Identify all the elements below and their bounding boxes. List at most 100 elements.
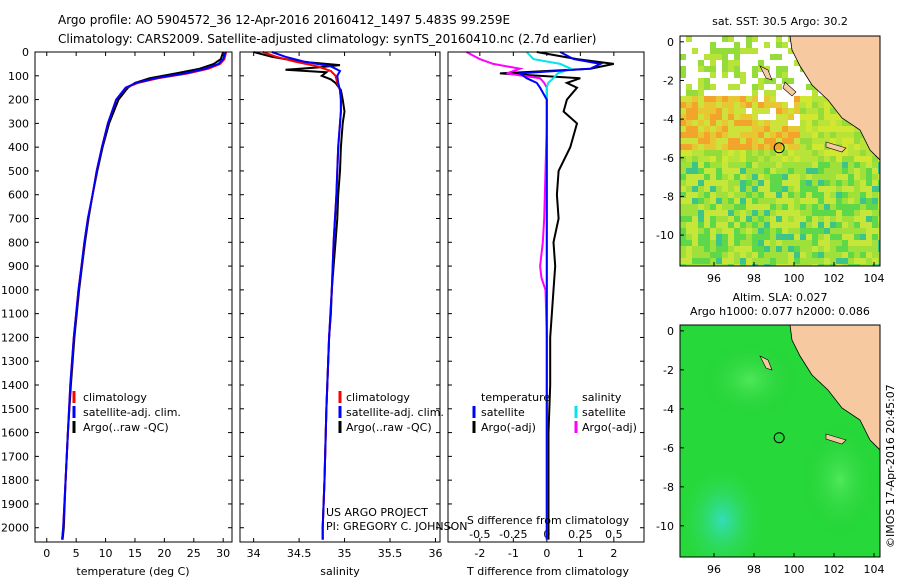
y-tick-label: 2000 xyxy=(1,522,29,535)
sst-cell xyxy=(680,186,686,192)
sst-cell xyxy=(878,228,880,234)
sst-cell xyxy=(812,90,818,96)
series-line-t-argo-adj- xyxy=(499,51,615,540)
sst-cell xyxy=(818,204,824,210)
sst-cell xyxy=(812,138,818,144)
sst-cell xyxy=(848,138,854,144)
sst-cell xyxy=(860,168,866,174)
sst-cell xyxy=(740,192,746,198)
sst-cell xyxy=(812,120,818,126)
sst-cell xyxy=(878,204,880,210)
sst-cell xyxy=(710,168,716,174)
sst-cell xyxy=(752,84,758,90)
sst-cell xyxy=(680,252,686,258)
sst-cell xyxy=(728,150,734,156)
sst-cell xyxy=(836,228,842,234)
sst-cell xyxy=(752,258,758,264)
sst-cell xyxy=(704,216,710,222)
map-y-tick-label: 0 xyxy=(667,325,674,338)
sst-cell xyxy=(746,210,752,216)
sst-cell xyxy=(860,252,866,258)
sst-cell xyxy=(740,78,746,84)
sst-cell xyxy=(734,126,740,132)
sst-cell xyxy=(848,174,854,180)
sst-cell xyxy=(686,174,692,180)
sst-cell xyxy=(770,168,776,174)
sst-cell xyxy=(800,96,806,102)
sst-cell xyxy=(866,168,872,174)
sst-cell xyxy=(734,132,740,138)
sst-cell xyxy=(746,96,752,102)
sst-cell xyxy=(860,222,866,228)
sst-cell xyxy=(740,48,746,54)
sst-cell xyxy=(746,120,752,126)
sst-cell xyxy=(788,258,794,264)
sst-cell xyxy=(686,96,692,102)
sst-cell xyxy=(830,168,836,174)
sst-cell xyxy=(830,246,836,252)
sst-cell xyxy=(722,126,728,132)
sst-cell xyxy=(764,90,770,96)
sst-cell xyxy=(686,228,692,234)
sst-cell xyxy=(830,180,836,186)
sst-cell xyxy=(746,180,752,186)
sst-cell xyxy=(770,156,776,162)
sst-cell xyxy=(812,114,818,120)
sst-cell xyxy=(740,246,746,252)
sst-cell xyxy=(794,198,800,204)
sst-cell xyxy=(746,132,752,138)
sst-cell xyxy=(824,198,830,204)
sst-cell xyxy=(734,108,740,114)
sst-cell xyxy=(800,108,806,114)
sst-cell xyxy=(728,246,734,252)
sst-cell xyxy=(818,102,824,108)
sst-cell xyxy=(710,150,716,156)
sst-cell xyxy=(704,186,710,192)
sst-cell xyxy=(806,210,812,216)
sst-cell xyxy=(788,138,794,144)
sla-anomaly xyxy=(800,420,880,540)
sst-cell xyxy=(728,114,734,120)
sst-cell xyxy=(752,246,758,252)
x-tick-label: 35.5 xyxy=(378,547,403,560)
sst-cell xyxy=(824,234,830,240)
sst-cell xyxy=(680,264,686,266)
sst-cell xyxy=(782,162,788,168)
sst-cell xyxy=(782,120,788,126)
sst-cell xyxy=(704,114,710,120)
sst-cell xyxy=(854,138,860,144)
sst-cell xyxy=(800,102,806,108)
sst-cell xyxy=(818,192,824,198)
sst-cell xyxy=(722,156,728,162)
sst-cell xyxy=(722,108,728,114)
sst-cell xyxy=(812,228,818,234)
x-tick-label: 1 xyxy=(577,547,584,560)
sst-cell xyxy=(692,258,698,264)
sst-cell xyxy=(854,252,860,258)
sst-cell xyxy=(818,156,824,162)
sst-cell xyxy=(686,156,692,162)
sst-cell xyxy=(830,132,836,138)
sst-cell xyxy=(782,78,788,84)
y-tick-label: 400 xyxy=(8,141,29,154)
sst-cell xyxy=(752,204,758,210)
sst-cell xyxy=(770,150,776,156)
sst-cell xyxy=(824,108,830,114)
sst-cell xyxy=(812,210,818,216)
sst-cell xyxy=(806,222,812,228)
salinity-axes: 34 34.5 35 35.5 36 xyxy=(240,51,442,560)
sst-cell xyxy=(740,114,746,120)
sst-cell xyxy=(698,120,704,126)
sst-cell xyxy=(722,162,728,168)
sst-cell xyxy=(806,264,812,266)
sst-cell xyxy=(698,108,704,114)
sst-cell xyxy=(752,180,758,186)
sst-cell xyxy=(746,240,752,246)
sst-cell xyxy=(854,168,860,174)
sst-cell xyxy=(806,258,812,264)
sst-cell xyxy=(698,84,704,90)
sst-cell xyxy=(740,258,746,264)
map-y-tick-label: -6 xyxy=(663,442,674,455)
sst-cell xyxy=(836,210,842,216)
sst-cell xyxy=(692,132,698,138)
